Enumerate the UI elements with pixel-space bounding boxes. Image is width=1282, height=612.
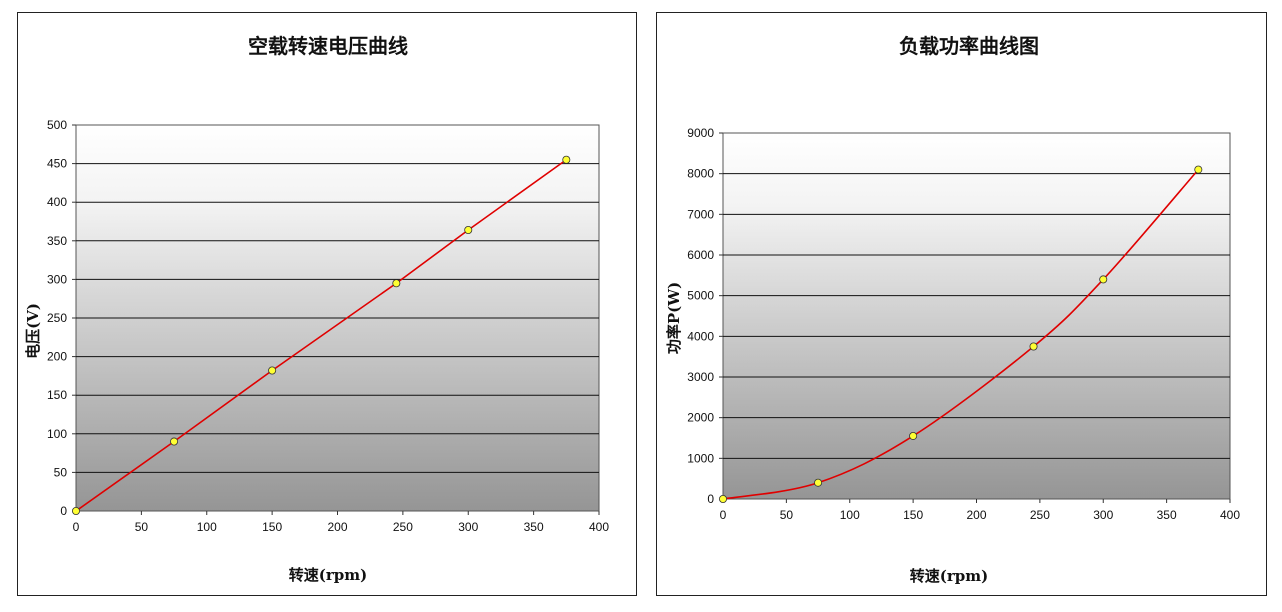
y-tick-label: 200: [47, 350, 67, 364]
x-tick-label: 50: [135, 520, 149, 534]
x-axis-label: 转速(rpm): [289, 566, 367, 584]
x-tick-label: 150: [262, 520, 282, 534]
y-tick-label: 8000: [687, 167, 714, 181]
y-tick-label: 0: [707, 492, 714, 506]
data-point: [170, 437, 179, 446]
x-tick-label: 50: [780, 508, 794, 522]
x-tick-label: 350: [1157, 508, 1177, 522]
x-tick-label: 400: [1220, 508, 1240, 522]
data-point: [72, 506, 81, 515]
x-tick-label: 200: [327, 520, 347, 534]
data-point: [1099, 275, 1108, 284]
y-tick-label: 3000: [687, 370, 714, 384]
y-tick-label: 7000: [687, 207, 714, 221]
y-tick-label: 4000: [687, 329, 714, 343]
y-tick-label: 500: [47, 118, 67, 132]
data-point: [814, 478, 823, 487]
data-point: [909, 431, 918, 440]
data-point: [392, 279, 401, 288]
data-point: [1029, 342, 1038, 351]
y-tick-label: 350: [47, 234, 67, 248]
x-tick-label: 400: [589, 520, 609, 534]
x-tick-label: 250: [393, 520, 413, 534]
data-point: [464, 225, 473, 234]
y-tick-label: 50: [54, 465, 68, 479]
x-tick-label: 0: [73, 520, 80, 534]
y-tick-label: 100: [47, 427, 67, 441]
chart-panel-power: 负载功率曲线图 0 1000 2000 3000 4000 5000 6000 7000 800…: [656, 12, 1267, 596]
y-tick-label: 450: [47, 157, 67, 171]
x-tick-label: 350: [524, 520, 544, 534]
data-point: [1194, 165, 1203, 174]
x-tick-label: 250: [1030, 508, 1050, 522]
chart-title: 空载转速电压曲线: [248, 34, 408, 58]
chart-title: 负载功率曲线图: [899, 34, 1039, 58]
x-tick-label: 100: [197, 520, 217, 534]
y-tick-label: 0: [60, 504, 67, 518]
x-tick-label: 200: [966, 508, 986, 522]
x-tick-label: 0: [720, 508, 727, 522]
data-point: [562, 155, 571, 164]
x-tick-label: 100: [840, 508, 860, 522]
plot-area: [722, 132, 1231, 500]
y-tick-label: 300: [47, 272, 67, 286]
data-point: [719, 494, 728, 503]
data-point: [268, 366, 277, 375]
y-tick-label: 9000: [687, 126, 714, 140]
x-tick-label: 150: [903, 508, 923, 522]
y-tick-label: 400: [47, 195, 67, 209]
y-axis-label: 功率P(W): [665, 282, 683, 354]
chart-panel-voltage: 空载转速电压曲线 0 50 100 150 200 250 300 350 400 450 500 …: [17, 12, 637, 596]
y-tick-label: 6000: [687, 248, 714, 262]
x-tick-label: 300: [1093, 508, 1113, 522]
y-tick-label: 150: [47, 388, 67, 402]
y-tick-label: 250: [47, 311, 67, 325]
voltage-chart: 空载转速电压曲线 050100150200250300350400450500 …: [24, 34, 609, 584]
power-chart: 负载功率曲线图 01000200030004000500060007000800…: [665, 34, 1240, 585]
x-axis-label: 转速(rpm): [910, 567, 988, 585]
y-tick-label: 2000: [687, 411, 714, 425]
x-tick-label: 300: [458, 520, 478, 534]
y-tick-label: 5000: [687, 289, 714, 303]
series-line: [75, 159, 567, 512]
y-axis-label: 电压(V): [24, 303, 42, 359]
y-tick-label: 1000: [687, 451, 714, 465]
